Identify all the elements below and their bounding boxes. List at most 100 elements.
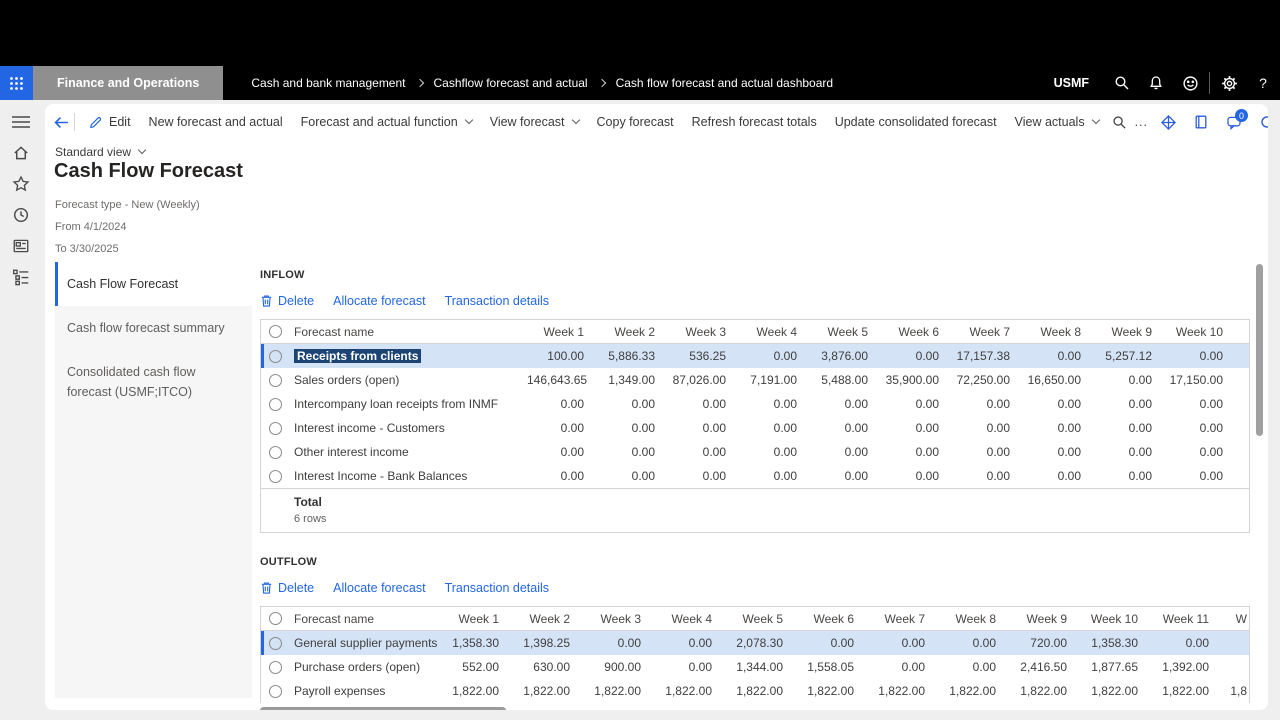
edit-button[interactable]: Edit (79, 107, 140, 137)
company-picker[interactable]: USMF (1053, 76, 1089, 90)
value-cell[interactable]: 0.00 (560, 469, 584, 483)
value-cell[interactable]: 1,822.00 (1162, 684, 1209, 698)
value-cell[interactable]: 0.00 (702, 397, 726, 411)
value-cell[interactable]: 900.00 (604, 660, 641, 674)
value-cell[interactable]: 1,358.30 (452, 636, 499, 650)
view-actuals-button[interactable]: View actuals (1006, 107, 1108, 137)
value-cell[interactable]: 1,822.00 (594, 684, 641, 698)
favorites-nav-button[interactable] (9, 172, 33, 196)
value-cell[interactable]: 0.00 (915, 349, 939, 363)
allocate-forecast-button[interactable]: Allocate forecast (333, 581, 426, 595)
value-cell[interactable]: 0.00 (1128, 373, 1152, 387)
forecast-name-cell[interactable]: Interest Income - Bank Balances (294, 469, 468, 483)
value-cell[interactable]: 0.00 (631, 469, 655, 483)
column-header-week-6[interactable]: Week 6 (813, 611, 854, 626)
column-header-week-9[interactable]: Week 9 (1111, 324, 1152, 339)
value-cell[interactable]: 7,191.00 (750, 373, 797, 387)
value-cell[interactable]: 0.00 (1199, 421, 1223, 435)
column-header-week-10[interactable]: Week 10 (1090, 611, 1138, 626)
help-button[interactable]: ? (1246, 66, 1280, 100)
value-cell[interactable]: 0.00 (702, 445, 726, 459)
value-cell[interactable]: 0.00 (773, 397, 797, 411)
value-cell[interactable]: 0.00 (915, 469, 939, 483)
value-cell[interactable]: 2,078.30 (736, 636, 783, 650)
column-header-week-11[interactable]: Week 11 (1162, 611, 1209, 626)
select-all-cell[interactable] (261, 325, 289, 338)
column-header-week-10[interactable]: Week 10 (1175, 324, 1223, 339)
value-cell[interactable]: 1,877.65 (1091, 660, 1138, 674)
column-header-week-2[interactable]: Week 2 (529, 611, 570, 626)
value-cell[interactable]: 0.00 (901, 660, 925, 674)
value-cell[interactable]: 0.00 (1199, 445, 1223, 459)
value-cell[interactable]: 0.00 (915, 397, 939, 411)
value-cell[interactable]: 0.00 (773, 445, 797, 459)
value-cell[interactable]: 1,349.00 (608, 373, 655, 387)
value-cell[interactable]: 0.00 (1199, 469, 1223, 483)
column-header-week-1[interactable]: Week 1 (543, 324, 584, 339)
table-row-receipts-from-clients[interactable]: Receipts from clients 100.00 5,886.33 536.2… (261, 344, 1249, 368)
select-all-radio[interactable] (268, 325, 282, 338)
value-cell[interactable]: 0.00 (1057, 421, 1081, 435)
vertical-scrollbar[interactable] (1256, 264, 1263, 436)
dataverse-button[interactable] (1156, 110, 1180, 134)
value-cell[interactable]: 1,822.00 (665, 684, 712, 698)
expand-nav-button[interactable] (9, 110, 33, 134)
value-cell[interactable]: 1,822.00 (452, 684, 499, 698)
table-row-intercompany-loan-receipts-from-inmf[interactable]: Intercompany loan receipts from INMF 0.00… (261, 392, 1249, 416)
value-cell[interactable]: 5,488.00 (821, 373, 868, 387)
allocate-forecast-button[interactable]: Allocate forecast (333, 294, 426, 308)
transaction-details-button[interactable]: Transaction details (444, 581, 550, 595)
value-cell[interactable]: 1,398.25 (523, 636, 570, 650)
table-row-interest-income-customers[interactable]: Interest income - Customers 0.00 0.00 0.00 0… (261, 416, 1249, 440)
delete-button[interactable]: Delete (260, 294, 314, 308)
value-cell[interactable]: 0.00 (773, 469, 797, 483)
value-cell[interactable]: 0.00 (702, 469, 726, 483)
value-cell[interactable]: 0.00 (631, 397, 655, 411)
row-select-cell[interactable] (261, 684, 289, 698)
value-cell[interactable]: 1,822.00 (1020, 684, 1067, 698)
value-cell[interactable]: 0.00 (972, 660, 996, 674)
row-select-radio[interactable] (268, 373, 282, 387)
value-cell[interactable]: 0.00 (844, 397, 868, 411)
value-cell[interactable]: 5,257.12 (1105, 349, 1152, 363)
select-all-radio[interactable] (268, 612, 282, 625)
new-forecast-and-actual-button[interactable]: New forecast and actual (140, 107, 292, 137)
copy-forecast-button[interactable]: Copy forecast (588, 107, 683, 137)
row-select-cell[interactable] (261, 397, 289, 411)
value-cell[interactable]: 0.00 (702, 421, 726, 435)
value-cell[interactable]: 630.00 (533, 660, 570, 674)
value-cell[interactable]: 0.00 (631, 445, 655, 459)
value-cell[interactable]: 552.00 (462, 660, 499, 674)
row-select-radio[interactable] (268, 421, 282, 435)
column-header-week-3[interactable]: Week 3 (600, 611, 641, 626)
forecast-name-cell[interactable]: Sales orders (open) (294, 373, 400, 387)
row-select-radio[interactable] (268, 397, 282, 411)
value-cell[interactable]: 0.00 (688, 660, 712, 674)
row-select-radio[interactable] (268, 469, 282, 483)
workspaces-nav-button[interactable] (9, 234, 33, 258)
value-cell[interactable]: 2,416.50 (1020, 660, 1067, 674)
column-header-week-3[interactable]: Week 3 (685, 324, 726, 339)
row-select-cell[interactable] (261, 421, 289, 435)
value-cell[interactable]: 1,822.00 (807, 684, 854, 698)
value-cell[interactable]: 0.00 (901, 636, 925, 650)
forecast-name-cell[interactable]: Purchase orders (open) (294, 660, 421, 674)
tab-consolidated-cash-flow-forecast-usmf-itco[interactable]: Consolidated cash flow forecast (USMF;IT… (67, 365, 196, 399)
value-cell[interactable]: 35,900.00 (885, 373, 939, 387)
value-cell[interactable]: 87,026.00 (672, 373, 726, 387)
value-cell[interactable]: 1,558.05 (807, 660, 854, 674)
value-cell[interactable]: 0.00 (631, 421, 655, 435)
value-cell[interactable]: 0.00 (1199, 397, 1223, 411)
value-cell[interactable]: 0.00 (986, 397, 1010, 411)
value-cell[interactable]: 1,822.00 (949, 684, 996, 698)
app-name-button[interactable]: Finance and Operations (33, 66, 224, 100)
refresh-button[interactable] (1255, 110, 1268, 134)
select-all-cell[interactable] (261, 612, 289, 625)
row-select-radio[interactable] (268, 349, 282, 363)
row-select-cell[interactable] (261, 469, 289, 483)
value-cell[interactable]: 0.00 (1057, 397, 1081, 411)
value-cell[interactable]: 0.00 (986, 469, 1010, 483)
value-cell[interactable]: 0.00 (1199, 349, 1223, 363)
value-cell[interactable]: 1,8 (1230, 684, 1247, 698)
column-header-forecast-name[interactable]: Forecast name (294, 611, 375, 626)
